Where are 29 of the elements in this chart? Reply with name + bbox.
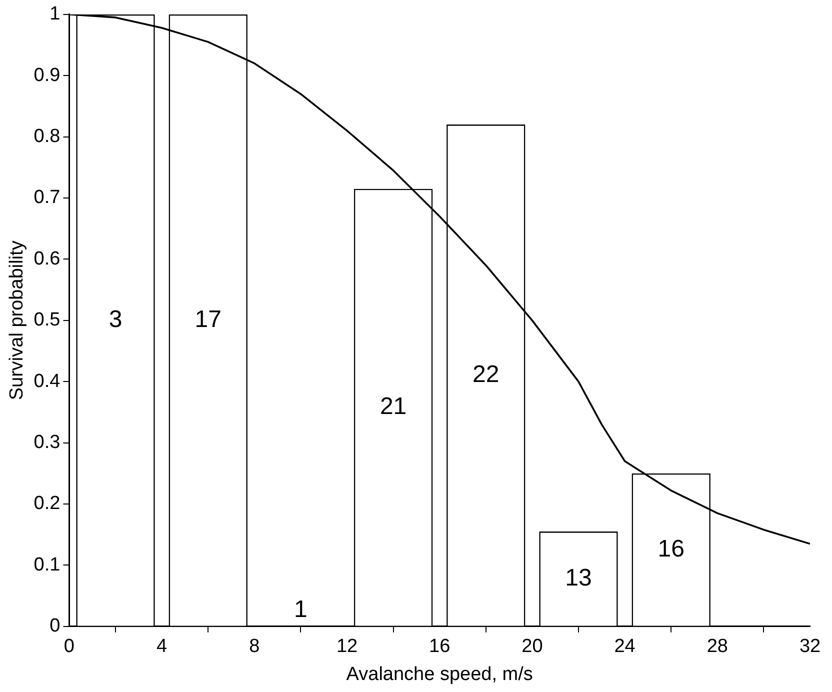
y-tick-label: 1	[50, 4, 60, 25]
x-tick-label: 12	[336, 636, 358, 658]
annotation: 1	[294, 596, 308, 624]
annotation: 21	[380, 393, 407, 420]
y-tick-label: 0.9	[34, 64, 60, 86]
annotation: 16	[658, 536, 684, 563]
x-tick-label: 16	[429, 636, 450, 658]
x-tick-label: 32	[799, 636, 821, 658]
y-tick-label: 0.4	[34, 370, 61, 392]
annotation: 17	[194, 306, 222, 334]
y-tick-label: 0.6	[34, 248, 60, 270]
x-axis-title: Avalanche speed, m/s	[346, 664, 533, 685]
x-tick-label: 24	[614, 636, 636, 658]
y-tick-label: 0	[50, 616, 60, 637]
y-tick-label: 0.5	[34, 310, 60, 331]
x-tick-label: 4	[156, 636, 168, 658]
y-tick-label: 0.3	[34, 432, 60, 454]
annotation: 22	[472, 361, 500, 388]
y-tick-label: 0.2	[34, 493, 60, 514]
y-tick-label: 0.1	[34, 554, 60, 576]
x-tick-label: 8	[249, 636, 260, 658]
y-tick-label: 0.7	[34, 187, 60, 208]
x-tick-label: 20	[522, 636, 543, 658]
x-tick-label: 28	[706, 636, 728, 658]
annotation: 13	[565, 564, 592, 592]
y-tick-label: 0.8	[34, 126, 60, 148]
x-tick-label: 0	[64, 636, 74, 658]
y-axis-title: Survival probability	[6, 240, 28, 400]
annotation: 3	[108, 306, 122, 334]
